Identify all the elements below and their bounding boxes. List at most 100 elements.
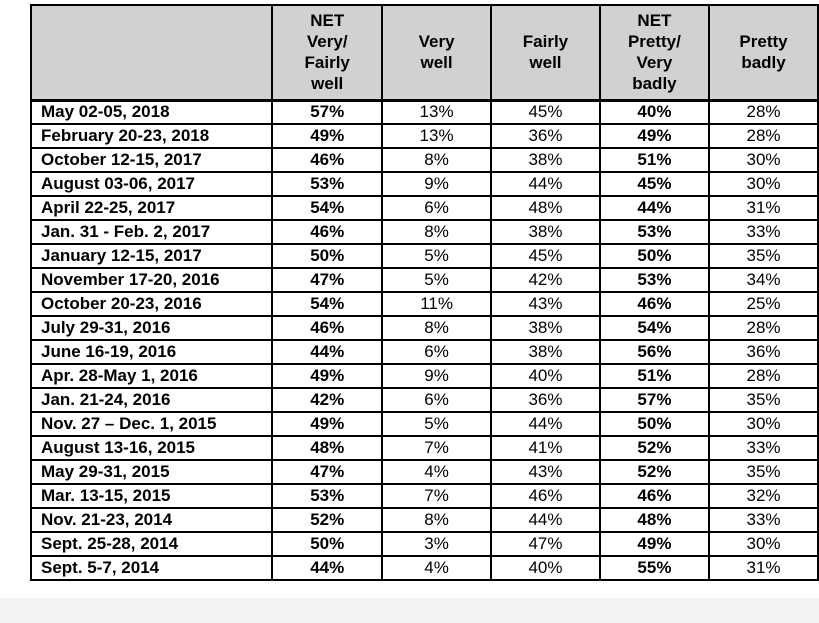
value-cell-pretty-badly: 31% xyxy=(708,555,819,581)
value-cell-very-well: 5% xyxy=(381,411,493,437)
value-cell-net-well: 57% xyxy=(271,99,384,125)
value-cell-net-badly: 53% xyxy=(598,219,711,245)
date-cell: January 12-15, 2017 xyxy=(29,243,274,269)
table-row: April 22-25, 2017 54% 6% 48% 44% 31% xyxy=(29,195,819,221)
value-cell-pretty-badly: 28% xyxy=(708,99,819,125)
table-row: October 20-23, 2016 54% 11% 43% 46% 25% xyxy=(29,291,819,317)
value-cell-pretty-badly: 30% xyxy=(708,171,819,197)
value-cell-net-well: 46% xyxy=(271,219,384,245)
value-cell-pretty-badly: 35% xyxy=(708,387,819,413)
value-cell-fairly-well: 44% xyxy=(490,507,601,533)
date-cell: June 16-19, 2016 xyxy=(29,339,274,365)
value-cell-very-well: 7% xyxy=(381,435,493,461)
value-cell-very-well: 13% xyxy=(381,99,493,125)
date-cell: October 20-23, 2016 xyxy=(29,291,274,317)
table-row: August 03-06, 2017 53% 9% 44% 45% 30% xyxy=(29,171,819,197)
date-cell: Sept. 25-28, 2014 xyxy=(29,531,274,557)
value-cell-pretty-badly: 33% xyxy=(708,435,819,461)
value-cell-net-badly: 57% xyxy=(598,387,711,413)
table-row: January 12-15, 2017 50% 5% 45% 50% 35% xyxy=(29,243,819,269)
value-cell-pretty-badly: 33% xyxy=(708,507,819,533)
value-cell-net-well: 44% xyxy=(271,555,384,581)
table-body: May 02-05, 2018 57% 13% 45% 40% 28% February 2… xyxy=(29,99,819,581)
value-cell-pretty-badly: 30% xyxy=(708,531,819,557)
table-row: Nov. 27 – Dec. 1, 2015 49% 5% 44% 50% 30% xyxy=(29,411,819,437)
value-cell-net-well: 49% xyxy=(271,411,384,437)
value-cell-net-well: 54% xyxy=(271,195,384,221)
value-cell-pretty-badly: 32% xyxy=(708,483,819,509)
value-cell-very-well: 6% xyxy=(381,339,493,365)
value-cell-fairly-well: 41% xyxy=(490,435,601,461)
value-cell-net-well: 47% xyxy=(271,459,384,485)
table-row: Jan. 31 - Feb. 2, 2017 46% 8% 38% 53% 33% xyxy=(29,219,819,245)
value-cell-fairly-well: 48% xyxy=(490,195,601,221)
value-cell-very-well: 4% xyxy=(381,555,493,581)
bottom-edge-shading xyxy=(0,598,819,623)
poll-results-table: NET Very/Fairly well Very well Fairly well NET P… xyxy=(29,4,819,581)
value-cell-net-badly: 48% xyxy=(598,507,711,533)
value-cell-very-well: 4% xyxy=(381,459,493,485)
value-cell-net-badly: 53% xyxy=(598,267,711,293)
value-cell-pretty-badly: 34% xyxy=(708,267,819,293)
date-cell: August 03-06, 2017 xyxy=(29,171,274,197)
date-cell: October 12-15, 2017 xyxy=(29,147,274,173)
table-row: May 29-31, 2015 47% 4% 43% 52% 35% xyxy=(29,459,819,485)
value-cell-net-badly: 52% xyxy=(598,435,711,461)
value-cell-net-badly: 46% xyxy=(598,291,711,317)
value-cell-very-well: 3% xyxy=(381,531,493,557)
value-cell-net-well: 50% xyxy=(271,531,384,557)
table-row: February 20-23, 2018 49% 13% 36% 49% 28% xyxy=(29,123,819,149)
column-header-pretty-badly: Pretty badly xyxy=(708,4,819,102)
value-cell-net-well: 53% xyxy=(271,483,384,509)
table-container: NET Very/Fairly well Very well Fairly well NET P… xyxy=(29,4,819,581)
date-cell: Mar. 13-15, 2015 xyxy=(29,483,274,509)
value-cell-fairly-well: 38% xyxy=(490,219,601,245)
value-cell-fairly-well: 38% xyxy=(490,147,601,173)
value-cell-fairly-well: 46% xyxy=(490,483,601,509)
value-cell-net-badly: 54% xyxy=(598,315,711,341)
table-row: Apr. 28-May 1, 2016 49% 9% 40% 51% 28% xyxy=(29,363,819,389)
value-cell-pretty-badly: 28% xyxy=(708,363,819,389)
value-cell-net-well: 44% xyxy=(271,339,384,365)
value-cell-fairly-well: 42% xyxy=(490,267,601,293)
table-row: May 02-05, 2018 57% 13% 45% 40% 28% xyxy=(29,99,819,125)
date-cell: April 22-25, 2017 xyxy=(29,195,274,221)
value-cell-very-well: 11% xyxy=(381,291,493,317)
value-cell-very-well: 9% xyxy=(381,363,493,389)
value-cell-very-well: 8% xyxy=(381,507,493,533)
value-cell-net-well: 46% xyxy=(271,147,384,173)
value-cell-pretty-badly: 36% xyxy=(708,339,819,365)
value-cell-pretty-badly: 35% xyxy=(708,459,819,485)
table-row: October 12-15, 2017 46% 8% 38% 51% 30% xyxy=(29,147,819,173)
value-cell-fairly-well: 43% xyxy=(490,291,601,317)
column-header-very-well: Very well xyxy=(381,4,493,102)
value-cell-very-well: 6% xyxy=(381,195,493,221)
value-cell-net-badly: 55% xyxy=(598,555,711,581)
date-cell: November 17-20, 2016 xyxy=(29,267,274,293)
table-row: Mar. 13-15, 2015 53% 7% 46% 46% 32% xyxy=(29,483,819,509)
value-cell-net-badly: 44% xyxy=(598,195,711,221)
value-cell-net-badly: 51% xyxy=(598,363,711,389)
value-cell-very-well: 5% xyxy=(381,243,493,269)
date-cell: Jan. 31 - Feb. 2, 2017 xyxy=(29,219,274,245)
value-cell-net-badly: 49% xyxy=(598,531,711,557)
value-cell-net-badly: 50% xyxy=(598,411,711,437)
value-cell-very-well: 8% xyxy=(381,147,493,173)
value-cell-pretty-badly: 30% xyxy=(708,147,819,173)
value-cell-pretty-badly: 28% xyxy=(708,315,819,341)
value-cell-very-well: 5% xyxy=(381,267,493,293)
value-cell-fairly-well: 44% xyxy=(490,411,601,437)
date-cell: July 29-31, 2016 xyxy=(29,315,274,341)
value-cell-net-badly: 50% xyxy=(598,243,711,269)
date-cell: Jan. 21-24, 2016 xyxy=(29,387,274,413)
table-row: June 16-19, 2016 44% 6% 38% 56% 36% xyxy=(29,339,819,365)
value-cell-net-well: 49% xyxy=(271,363,384,389)
date-cell: May 29-31, 2015 xyxy=(29,459,274,485)
value-cell-pretty-badly: 25% xyxy=(708,291,819,317)
value-cell-very-well: 8% xyxy=(381,315,493,341)
date-cell: February 20-23, 2018 xyxy=(29,123,274,149)
value-cell-fairly-well: 45% xyxy=(490,243,601,269)
value-cell-pretty-badly: 28% xyxy=(708,123,819,149)
value-cell-net-badly: 51% xyxy=(598,147,711,173)
value-cell-pretty-badly: 35% xyxy=(708,243,819,269)
